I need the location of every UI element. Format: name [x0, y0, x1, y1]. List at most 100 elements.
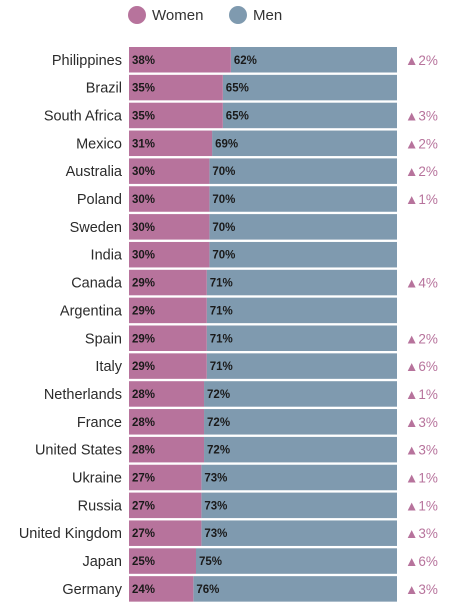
chart-row: Russia 27% 73% ▲1% — [78, 492, 438, 519]
category-label: India — [91, 248, 123, 264]
bar-women — [129, 241, 210, 268]
change-label: ▲3% — [405, 526, 438, 541]
chart-row: Sweden 30% 70% — [70, 214, 397, 240]
chart-row: Ukraine 27% 73% ▲1% — [72, 464, 438, 491]
women-value-label: 29% — [132, 278, 155, 290]
change-label: ▲3% — [405, 108, 438, 123]
change-label: ▲3% — [405, 415, 438, 430]
category-label: Sweden — [70, 220, 122, 236]
women-value-label: 29% — [132, 361, 155, 373]
bar-women — [129, 464, 202, 491]
women-value-label: 30% — [132, 166, 155, 178]
bar-women — [129, 436, 205, 463]
bar-women — [129, 130, 213, 157]
change-label: ▲2% — [405, 331, 438, 346]
men-value-label: 71% — [210, 333, 233, 345]
category-label: Ukraine — [72, 471, 122, 487]
chart-row: Brazil 35% 65% — [86, 74, 397, 101]
bar-women — [129, 214, 210, 240]
men-value-label: 70% — [212, 222, 235, 234]
bar-men — [206, 325, 397, 351]
men-value-label: 65% — [226, 83, 249, 95]
bar-women — [129, 297, 207, 324]
bar-men — [209, 214, 397, 240]
bar-women — [129, 186, 210, 212]
category-label: Philippines — [52, 53, 122, 69]
bar-men — [209, 158, 397, 184]
bar-women — [129, 325, 207, 351]
bar-women — [129, 353, 207, 379]
change-label: ▲2% — [405, 164, 438, 179]
chart-row: Italy 29% 71% ▲6% — [95, 353, 438, 379]
bar-women — [129, 381, 205, 407]
women-value-label: 29% — [132, 305, 155, 317]
bar-men — [209, 241, 397, 268]
change-label: ▲3% — [405, 582, 438, 597]
bar-women — [129, 576, 194, 602]
women-value-label: 35% — [132, 110, 155, 122]
chart-row: Mexico 31% 69% ▲2% — [76, 130, 438, 157]
chart-row: Germany 24% 76% ▲3% — [62, 576, 438, 602]
men-value-label: 70% — [212, 250, 235, 262]
legend-women-label: Women — [152, 7, 203, 24]
change-label: ▲1% — [405, 471, 438, 486]
bar-women — [129, 102, 223, 129]
category-label: United Kingdom — [19, 526, 122, 542]
category-label: Mexico — [76, 136, 122, 152]
chart-row: India 30% 70% — [91, 241, 397, 268]
women-value-label: 35% — [132, 83, 155, 95]
bar-men — [201, 520, 397, 546]
change-label: ▲1% — [405, 387, 438, 402]
change-label: ▲1% — [405, 498, 438, 513]
bar-women — [129, 409, 205, 435]
legend-women-swatch — [128, 6, 146, 24]
bar-men — [201, 492, 397, 519]
women-value-label: 25% — [132, 556, 155, 568]
women-value-label: 38% — [132, 55, 155, 67]
men-value-label: 72% — [207, 417, 230, 429]
legend-men-swatch — [229, 6, 247, 24]
chart-row: France 28% 72% ▲3% — [77, 409, 438, 435]
women-value-label: 24% — [132, 584, 155, 596]
change-label: ▲6% — [405, 359, 438, 374]
men-value-label: 65% — [226, 110, 249, 122]
bar-men — [230, 47, 397, 73]
men-value-label: 73% — [204, 528, 227, 540]
women-value-label: 28% — [132, 417, 155, 429]
bar-men — [222, 102, 397, 129]
men-value-label: 72% — [207, 389, 230, 401]
category-label: Germany — [62, 582, 122, 598]
women-value-label: 27% — [132, 500, 155, 512]
category-label: Poland — [77, 192, 122, 208]
chart-row: Japan 25% 75% ▲6% — [82, 548, 438, 574]
change-label: ▲4% — [405, 276, 438, 291]
category-label: Netherlands — [44, 387, 122, 403]
men-value-label: 62% — [234, 55, 257, 67]
category-label: United States — [35, 443, 122, 459]
men-value-label: 69% — [215, 138, 238, 150]
chart-rows: Philippines 38% 62% ▲2%Brazil 35% 65%South Af… — [19, 47, 438, 602]
women-value-label: 29% — [132, 333, 155, 345]
men-value-label: 73% — [204, 473, 227, 485]
bar-women — [129, 520, 202, 546]
chart-row: United Kingdom 27% 73% ▲3% — [19, 520, 438, 546]
category-label: Argentina — [60, 303, 123, 319]
category-label: South Africa — [44, 108, 123, 124]
men-value-label: 70% — [212, 166, 235, 178]
bar-men — [193, 576, 397, 602]
chart-row: South Africa 35% 65% ▲3% — [44, 102, 438, 129]
legend-men-label: Men — [253, 7, 282, 24]
bar-men — [206, 297, 397, 324]
men-value-label: 71% — [210, 278, 233, 290]
category-label: Russia — [78, 498, 123, 514]
bar-men — [209, 186, 397, 212]
chart-row: Argentina 29% 71% — [60, 297, 397, 324]
women-value-label: 30% — [132, 250, 155, 262]
change-label: ▲2% — [405, 53, 438, 68]
bar-women — [129, 158, 210, 184]
bar-men — [222, 74, 397, 101]
bar-men — [206, 353, 397, 379]
bar-men — [204, 409, 397, 435]
bar-men — [206, 269, 397, 296]
category-label: Italy — [95, 359, 122, 375]
